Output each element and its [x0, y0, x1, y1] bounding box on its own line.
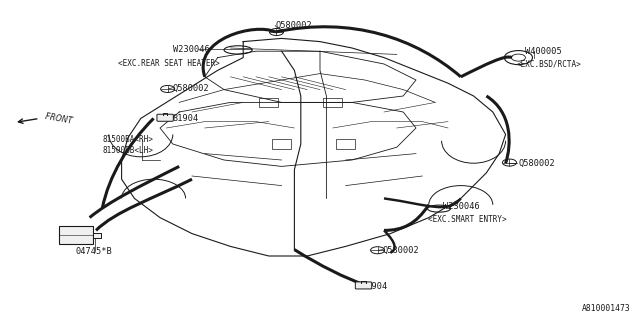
- Text: <EXC.REAR SEAT HEATER>: <EXC.REAR SEAT HEATER>: [118, 60, 220, 68]
- Bar: [259, 98, 278, 107]
- Bar: [336, 139, 355, 149]
- Text: W230046: W230046: [443, 202, 479, 211]
- Text: Q580002: Q580002: [383, 246, 419, 255]
- Text: 81500BB<LH>: 81500BB<LH>: [102, 146, 153, 155]
- Text: 04745*B: 04745*B: [76, 247, 112, 256]
- Text: 81904: 81904: [362, 282, 388, 291]
- Bar: [60, 227, 93, 244]
- Text: Q580002: Q580002: [173, 84, 209, 92]
- Text: <EXC.BSD/RCTA>: <EXC.BSD/RCTA>: [517, 60, 582, 68]
- FancyBboxPatch shape: [355, 282, 372, 289]
- Text: Q580002: Q580002: [518, 159, 555, 168]
- Text: A810001473: A810001473: [582, 304, 630, 313]
- Bar: [323, 98, 342, 107]
- FancyBboxPatch shape: [157, 114, 173, 121]
- Text: 81500BA<RH>: 81500BA<RH>: [102, 135, 153, 144]
- Text: W230046: W230046: [173, 45, 209, 54]
- Text: Q580002: Q580002: [275, 21, 312, 30]
- Text: W400005: W400005: [525, 47, 561, 56]
- Bar: [272, 139, 291, 149]
- Text: FRONT: FRONT: [40, 111, 73, 126]
- Text: 81904: 81904: [173, 114, 199, 123]
- Bar: [93, 233, 101, 238]
- Text: <EXC.SMART ENTRY>: <EXC.SMART ENTRY>: [428, 215, 506, 224]
